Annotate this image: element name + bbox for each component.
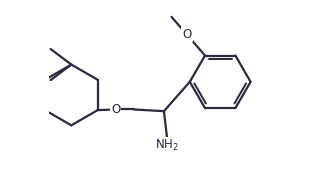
Text: O: O: [111, 103, 120, 116]
Text: NH$_2$: NH$_2$: [155, 138, 179, 153]
Text: O: O: [182, 28, 192, 41]
